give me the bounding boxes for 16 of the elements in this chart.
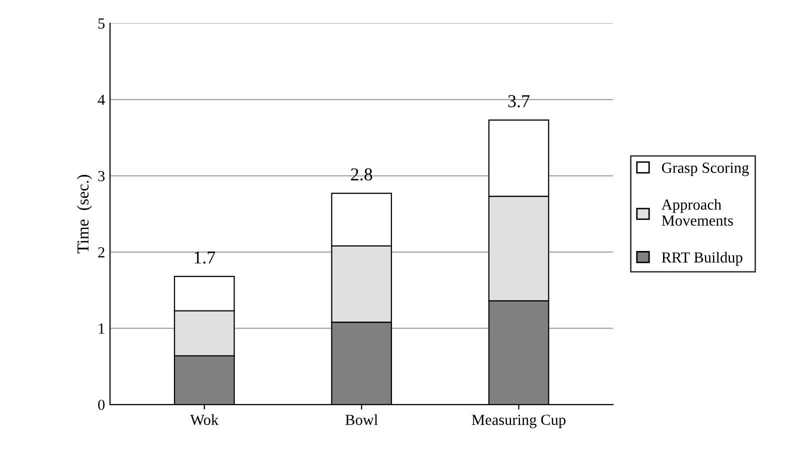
legend-label: Grasp Scoring — [662, 162, 749, 176]
y-tick-label: 3 — [98, 170, 105, 182]
y-tick-label: 0 — [98, 400, 105, 410]
legend-label: Approach Movements — [661, 199, 733, 226]
x-tick-label: Bowl — [345, 414, 378, 426]
x-tick-label: Measuring Cup — [472, 414, 566, 428]
legend-label: RRT Buildup — [662, 252, 742, 266]
y-axis-title: Time (sec.) — [76, 174, 92, 254]
total-label: 2.8 — [351, 168, 372, 181]
y-tick-label: 2 — [98, 247, 104, 258]
total-label: 3.7 — [508, 95, 530, 108]
y-tick-label: 5 — [98, 18, 105, 29]
total-label: 1.7 — [194, 252, 216, 264]
x-tick-label: Wok — [190, 414, 219, 426]
y-tick-label: 1 — [98, 324, 104, 334]
y-tick-label: 4 — [98, 94, 105, 105]
